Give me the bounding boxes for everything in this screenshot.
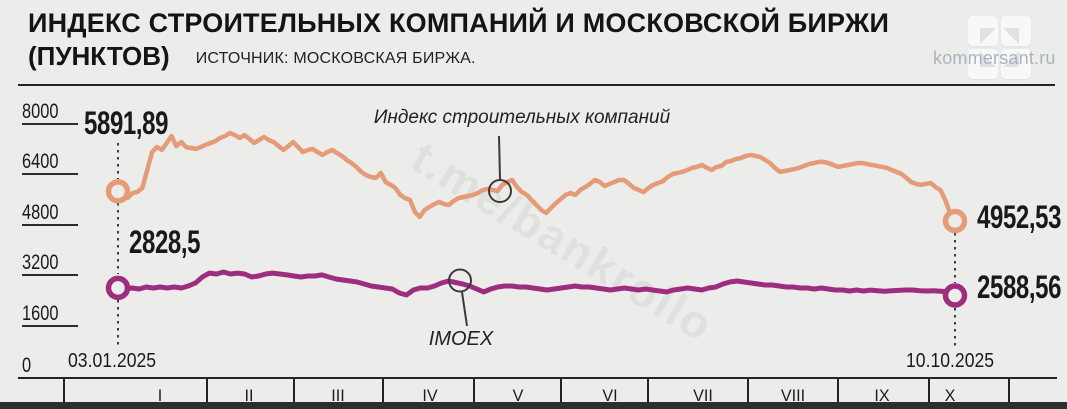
month-tick: [293, 379, 295, 409]
month-tick: [747, 379, 749, 409]
value-label-start-construction: 5891,89: [84, 105, 169, 141]
y-axis-label: 0: [22, 354, 32, 377]
month-tick-label: II: [244, 386, 254, 405]
month-tick-label: IX: [874, 386, 890, 405]
end-marker-construction: [942, 208, 968, 234]
month-tick: [63, 379, 65, 409]
end-marker-imoex: [942, 283, 968, 308]
logo-arrow-icon: [1001, 16, 1031, 46]
value-label-start-imoex: 2828,5: [129, 224, 201, 260]
header-divider: [18, 84, 1055, 86]
month-tick-label: IV: [422, 386, 438, 405]
series-line-construction: [115, 130, 958, 224]
y-axis-label: 6400: [22, 151, 78, 176]
source-label: ИСТОЧНИК: МОСКОВСКАЯ БИРЖА.: [195, 50, 476, 67]
month-tick: [473, 379, 475, 409]
logo-arrow-icon: [1001, 49, 1031, 79]
band-bottom-border: [0, 402, 1067, 409]
month-tick-label: III: [331, 386, 345, 405]
title-units-row: (ПУНКТОВ) ИСТОЧНИК: МОСКОВСКАЯ БИРЖА.: [28, 41, 476, 72]
month-tick: [1008, 379, 1010, 409]
month-tick: [928, 379, 930, 409]
annotation-leader-line: [461, 291, 468, 327]
kommersant-logo-icon: [968, 16, 1032, 80]
month-tick-label: X: [944, 386, 956, 405]
annotation-circle: [488, 179, 512, 203]
y-axis-label: 3200: [22, 252, 78, 277]
month-tick-label: VI: [602, 386, 618, 405]
x-axis-start-date: 03.01.2025: [68, 350, 157, 372]
annotation-circle: [448, 268, 472, 293]
y-axis-label: 4800: [22, 202, 78, 226]
month-tick: [560, 379, 562, 409]
y-axis-label: 1600: [22, 303, 78, 327]
logo-arrow-icon: [968, 49, 998, 79]
site-watermark: kommersant.ru: [933, 48, 1056, 68]
page-title: ИНДЕКС СТРОИТЕЛЬНЫХ КОМПАНИЙ И МОСКОВСКО…: [28, 8, 890, 38]
start-marker-construction: [105, 179, 131, 204]
month-tick: [206, 379, 208, 409]
x-axis-end-date: 10.10.2025: [906, 350, 995, 372]
month-tick: [837, 379, 839, 409]
value-label-end-construction: 4952,53: [977, 199, 1062, 235]
logo-arrow-icon: [968, 16, 998, 46]
month-tick-label: I: [157, 386, 163, 405]
month-tick-label: VII: [693, 386, 713, 405]
start-marker-imoex: [105, 275, 131, 301]
month-tick: [382, 379, 384, 409]
month-tick-label: V: [512, 386, 524, 405]
x-axis-line: [18, 377, 1057, 379]
month-tick: [647, 379, 649, 409]
series-label-construction: Индекс строительных компаний: [373, 107, 671, 128]
annotation-leader-line: [498, 135, 501, 180]
series-line-imoex: [115, 269, 958, 298]
page-title-units: (ПУНКТОВ): [28, 41, 170, 71]
y-axis-label: 8000: [22, 101, 78, 125]
month-tick-label: VIII: [780, 386, 806, 405]
value-label-end-imoex: 2588,56: [977, 269, 1062, 305]
series-label-imoex: IMOEX: [428, 328, 494, 350]
